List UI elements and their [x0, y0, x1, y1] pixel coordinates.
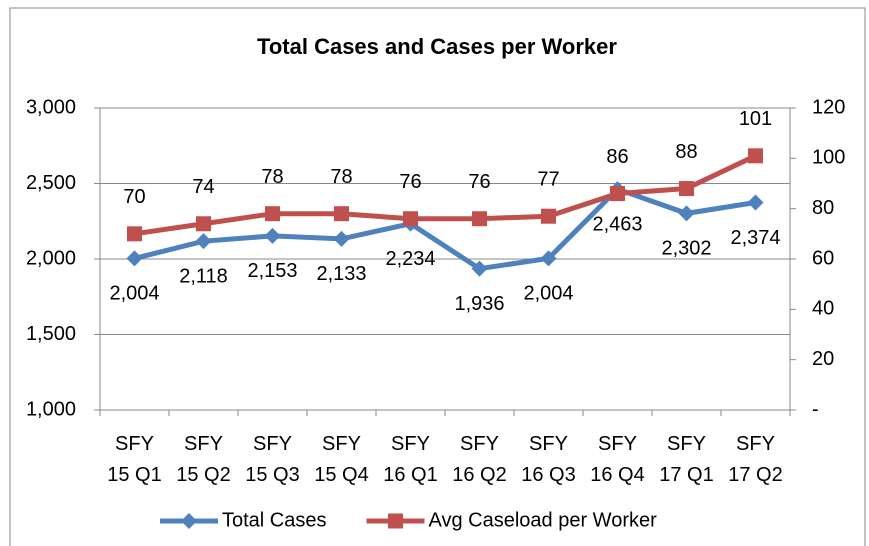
y2-tick-label: 20 [812, 348, 834, 370]
data-point [540, 250, 557, 267]
x-tick-label: SFY 15 Q3 [245, 433, 299, 486]
y-tick-label: 3,000 [26, 96, 76, 118]
data-point [126, 250, 143, 267]
data-label: 78 [261, 166, 283, 188]
data-label: 101 [739, 108, 772, 130]
data-label: 88 [675, 141, 697, 163]
data-label: 2,004 [109, 283, 159, 305]
data-point [196, 216, 211, 232]
x-tick-label: SFY 16 Q3 [521, 433, 575, 486]
chart-border [9, 7, 866, 546]
data-label: 74 [192, 176, 214, 198]
data-label: 2,153 [247, 260, 297, 282]
data-label: 76 [468, 171, 490, 193]
legend-marker [388, 513, 403, 529]
data-label: 78 [330, 166, 352, 188]
y-tick-label: 1,500 [26, 323, 76, 345]
y2-tick-label: 80 [812, 197, 834, 219]
data-label: 2,133 [316, 263, 366, 285]
x-tick-label: SFY 16 Q1 [383, 433, 437, 486]
data-point [471, 260, 488, 277]
chart-title: Total Cases and Cases per Worker [257, 34, 617, 59]
x-tick-label: SFY 16 Q4 [590, 433, 644, 486]
data-label: 2,302 [661, 238, 711, 260]
data-label: 2,374 [730, 227, 780, 249]
data-label: 86 [606, 146, 628, 168]
x-tick-label: SFY 15 Q4 [314, 433, 368, 486]
data-label: 76 [399, 171, 421, 193]
data-point [403, 211, 418, 227]
data-point [195, 233, 212, 250]
data-label: 70 [123, 186, 145, 208]
legend-label: Total Cases [222, 509, 327, 531]
x-tick-label: SFY 15 Q2 [176, 433, 230, 486]
y2-tick-label: 120 [812, 96, 845, 118]
data-point [679, 181, 694, 197]
y2-tick-label: - [812, 398, 819, 420]
y-tick-label: 2,000 [26, 247, 76, 269]
x-tick-label: SFY 17 Q2 [728, 433, 782, 486]
data-point [472, 211, 487, 227]
data-point [264, 227, 281, 244]
y2-tick-label: 60 [812, 247, 834, 269]
x-tick-label: SFY 16 Q2 [452, 433, 506, 486]
x-tick-label: SFY 15 Q1 [107, 433, 161, 486]
data-point [333, 230, 350, 247]
data-point [678, 205, 695, 222]
data-label: 2,004 [523, 283, 573, 305]
data-point [334, 206, 349, 222]
y2-tick-label: 40 [812, 298, 834, 320]
data-label: 2,234 [385, 248, 435, 270]
y-tick-label: 2,500 [26, 172, 76, 194]
legend-label: Avg Caseload per Worker [429, 509, 658, 531]
data-label: 1,936 [454, 293, 504, 315]
data-label: 2,463 [592, 213, 642, 235]
data-point [265, 206, 280, 222]
data-point [541, 208, 556, 224]
series-line [133, 186, 756, 272]
data-label: 77 [537, 168, 559, 190]
data-point [610, 186, 625, 202]
data-point [747, 194, 764, 211]
y-tick-label: 1,000 [26, 398, 76, 420]
data-label: 2,118 [179, 265, 228, 287]
legend-marker [181, 513, 197, 529]
y2-tick-label: 100 [812, 147, 845, 169]
data-point [748, 148, 763, 164]
data-point [127, 226, 142, 242]
x-tick-label: SFY 17 Q1 [659, 433, 713, 486]
series-line [134, 153, 757, 237]
